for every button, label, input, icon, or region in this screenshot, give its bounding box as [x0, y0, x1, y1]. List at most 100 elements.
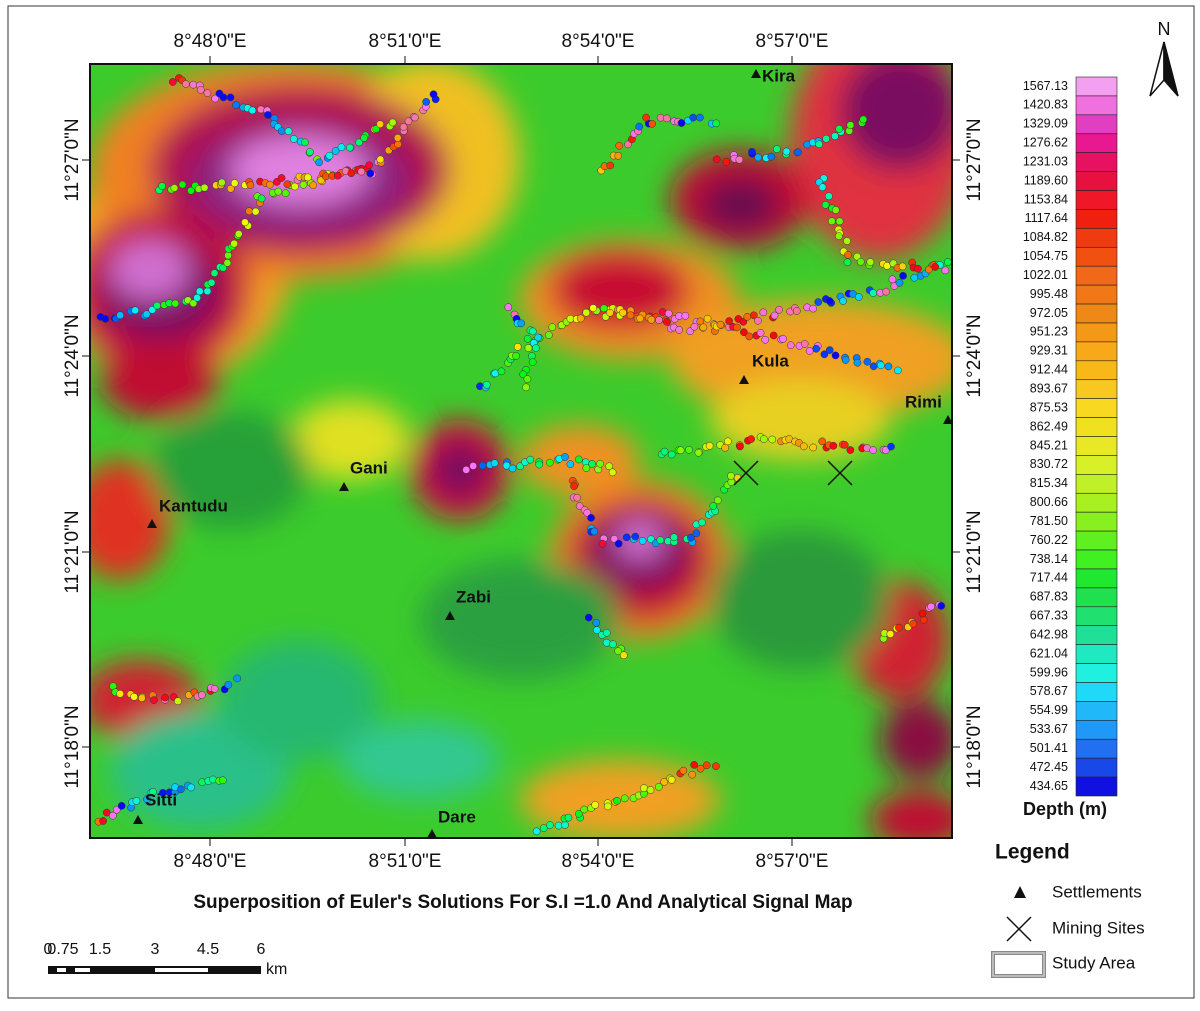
longitude-label: 8°51'0"E: [369, 31, 442, 52]
scale-label: 3: [151, 941, 160, 958]
euler-solution: [299, 180, 308, 189]
euler-solution: [241, 218, 249, 227]
euler-solution: [818, 183, 827, 192]
euler-solution: [534, 333, 542, 342]
euler-solution: [289, 135, 298, 143]
euler-solution: [281, 189, 290, 198]
euler-solution: [116, 689, 124, 698]
euler-solution: [346, 143, 354, 152]
euler-solution: [171, 299, 180, 308]
euler-solution: [696, 764, 705, 773]
euler-solution: [690, 322, 699, 331]
euler-solution: [898, 262, 907, 271]
legend-title: Legend: [995, 841, 1070, 864]
raster-patch: [100, 340, 220, 420]
euler-solution: [209, 775, 217, 784]
euler-solution: [893, 366, 902, 375]
euler-solution: [257, 194, 266, 203]
euler-solution: [805, 347, 814, 355]
euler-solution: [768, 435, 777, 444]
euler-solution: [589, 304, 598, 312]
raster-patch: [870, 790, 952, 838]
scale-label: 1.5: [89, 941, 111, 958]
euler-solution: [535, 460, 544, 469]
euler-solution: [587, 514, 595, 522]
color-bin: [1075, 511, 1118, 532]
color-bin: [1075, 303, 1118, 324]
settlement-label: Kantudu: [159, 496, 228, 515]
euler-solution: [523, 375, 532, 383]
settlement-label: Kira: [762, 66, 796, 85]
color-bin: [1075, 701, 1118, 721]
euler-solution: [841, 356, 850, 364]
euler-solution: [528, 327, 537, 336]
euler-solution: [677, 119, 686, 127]
euler-solution: [576, 314, 585, 323]
depth-label: 862.49: [1030, 419, 1068, 433]
latitude-label: 11°27'0"N: [964, 118, 985, 201]
euler-solution: [554, 821, 563, 830]
euler-solution: [561, 821, 569, 829]
euler-solution: [712, 155, 721, 164]
euler-solution: [614, 647, 623, 656]
euler-solution: [888, 275, 897, 284]
depth-label: 1117.64: [1025, 211, 1068, 225]
euler-solution: [357, 167, 366, 176]
euler-solution: [698, 518, 706, 527]
euler-solution: [620, 794, 629, 803]
depth-label: 501.41: [1030, 741, 1068, 755]
euler-solution: [619, 308, 627, 317]
euler-solution: [251, 207, 260, 216]
raster-patch: [420, 560, 620, 680]
euler-solution: [754, 153, 763, 162]
map-raster: [90, 64, 952, 838]
euler-solution: [99, 817, 107, 825]
euler-solution: [909, 620, 918, 628]
euler-solution: [895, 278, 904, 287]
euler-solution: [178, 180, 187, 189]
color-bin: [1075, 455, 1118, 475]
depth-label: 599.96: [1030, 665, 1068, 679]
euler-solution: [224, 680, 233, 689]
euler-solution: [831, 132, 839, 141]
euler-solution: [600, 304, 608, 313]
color-bin: [1075, 568, 1118, 589]
euler-solution: [667, 450, 676, 459]
euler-solution: [937, 602, 946, 610]
euler-solution: [561, 453, 569, 461]
euler-solution: [582, 464, 591, 472]
euler-solution: [355, 138, 363, 147]
euler-solution: [142, 310, 151, 319]
settlement-label: Gani: [350, 458, 388, 477]
longitude-label: 8°57'0"E: [756, 31, 829, 52]
settlement-marker: [739, 375, 749, 384]
euler-solution: [429, 90, 438, 99]
euler-solution: [143, 795, 151, 804]
color-bin: [1075, 209, 1118, 229]
color-bin: [1075, 133, 1118, 153]
depth-label: 621.04: [1030, 646, 1068, 660]
euler-solution: [158, 182, 166, 190]
euler-solution: [546, 821, 554, 829]
settlement-marker: [339, 482, 349, 491]
north-label: N: [1158, 19, 1171, 39]
euler-solution: [232, 101, 240, 109]
euler-solution: [703, 314, 712, 323]
euler-solution: [844, 250, 852, 259]
euler-solution: [812, 344, 821, 353]
latitude-label: 11°27'0"N: [62, 118, 83, 201]
latitude-label: 11°18'0"N: [62, 705, 83, 788]
color-bin: [1075, 379, 1118, 399]
depth-label: 760.22: [1030, 533, 1068, 547]
euler-solution: [513, 343, 522, 351]
color-bin: [1075, 417, 1118, 437]
depth-label: 717.44: [1030, 571, 1068, 585]
euler-solution: [305, 148, 314, 156]
euler-solution: [584, 613, 593, 622]
color-bin: [1075, 152, 1118, 172]
euler-solution: [613, 796, 621, 805]
latitude-label: 11°24'0"N: [964, 314, 985, 397]
depth-label: 1054.75: [1023, 249, 1068, 263]
color-bin: [1075, 95, 1118, 116]
